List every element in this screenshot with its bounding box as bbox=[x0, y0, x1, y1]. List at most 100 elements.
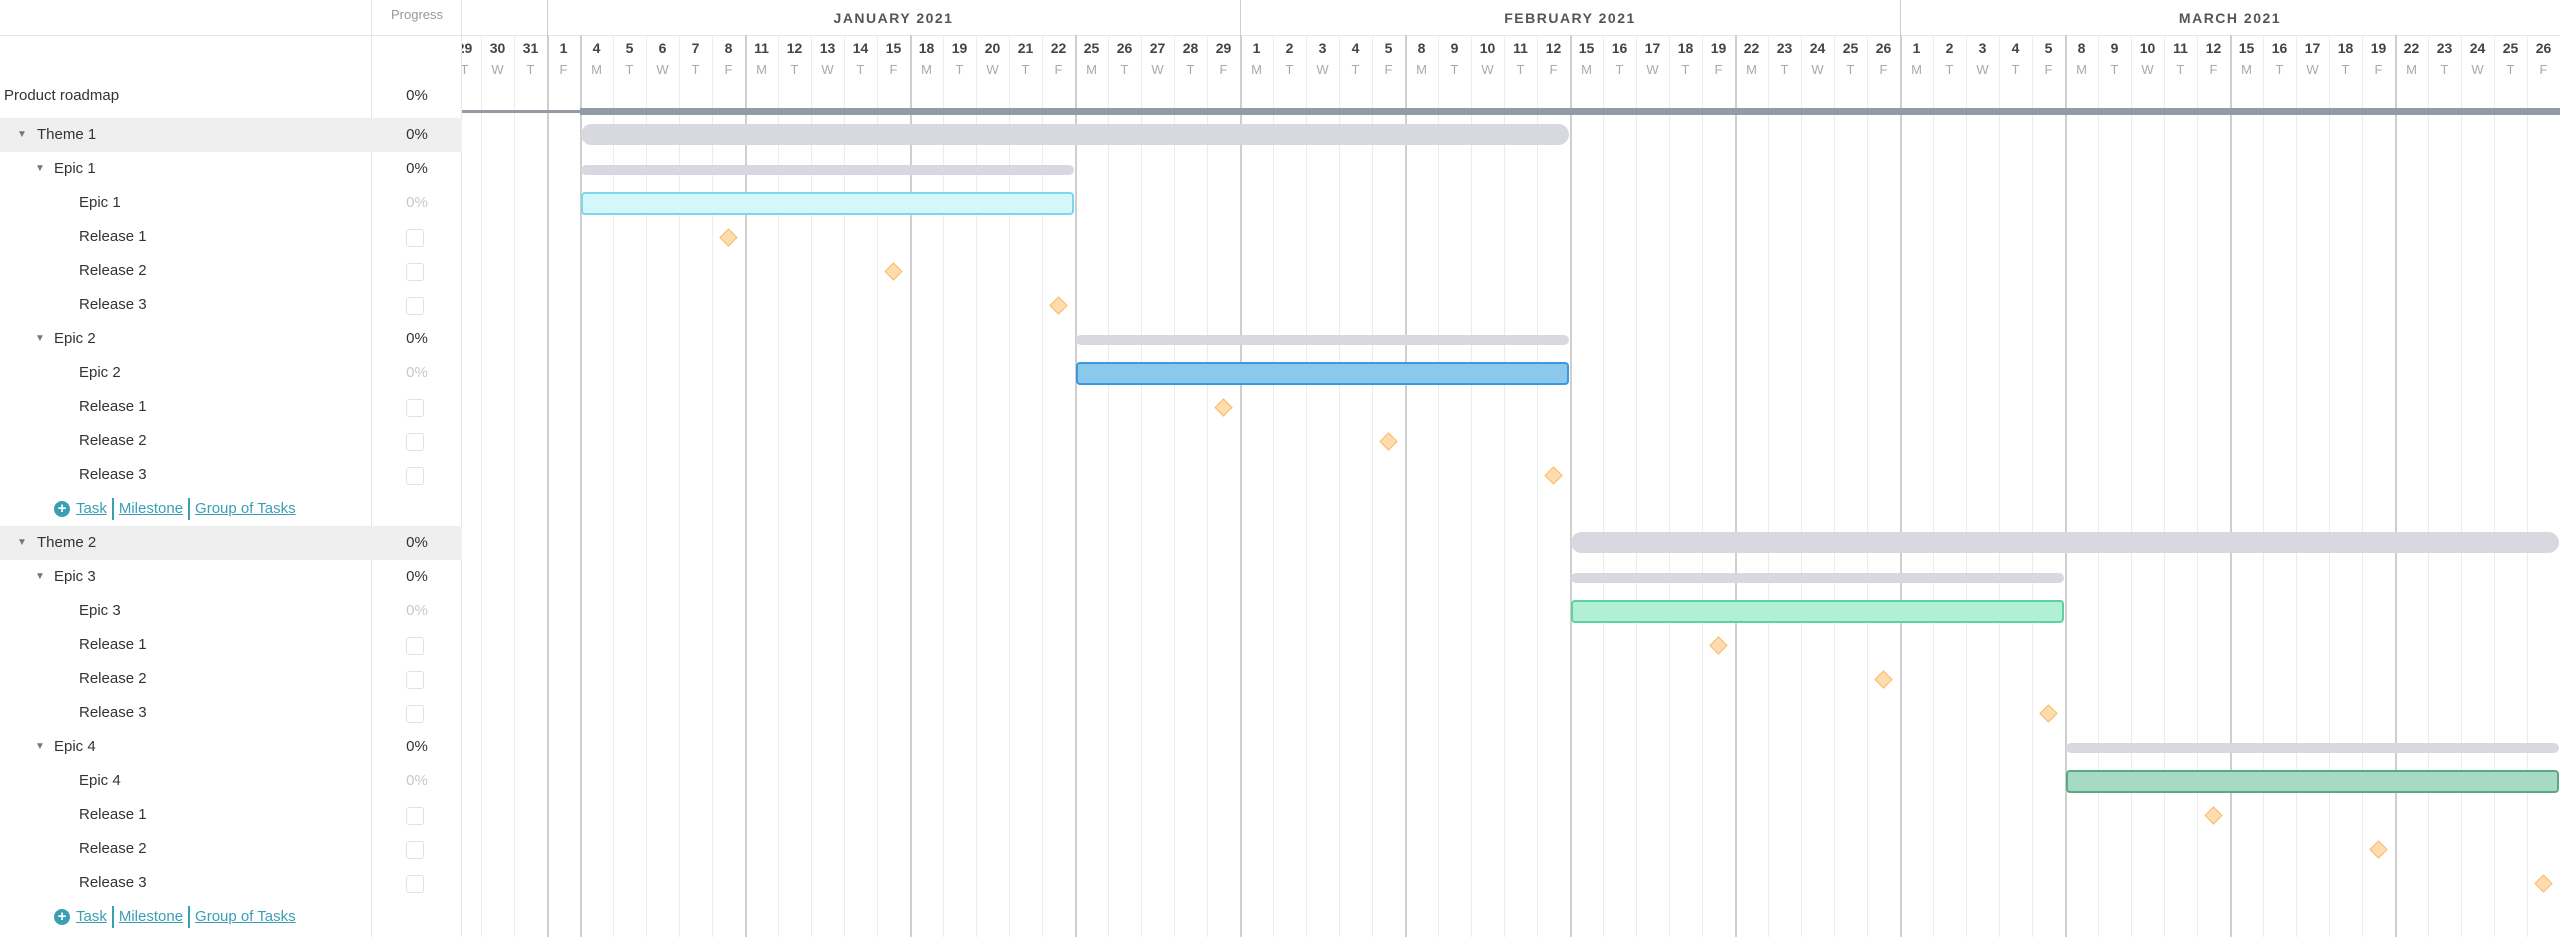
theme-progress: 0% bbox=[406, 126, 428, 143]
day-of-week: T bbox=[2440, 62, 2449, 77]
milestone-complete-checkbox[interactable] bbox=[406, 433, 424, 451]
day-gridline bbox=[778, 35, 779, 937]
milestone-complete-checkbox[interactable] bbox=[406, 467, 424, 485]
day-gridline bbox=[1603, 35, 1604, 937]
milestone-row[interactable]: Release 1 bbox=[0, 628, 462, 662]
day-of-week: W bbox=[2471, 62, 2484, 77]
add-row[interactable]: + Task Milestone Group of Tasks bbox=[0, 900, 462, 934]
milestone-complete-checkbox[interactable] bbox=[406, 671, 424, 689]
collapse-triangle-icon[interactable]: ▼ bbox=[17, 129, 27, 140]
day-gridline bbox=[481, 35, 482, 937]
theme-bar[interactable] bbox=[581, 124, 1569, 145]
milestone-complete-checkbox[interactable] bbox=[406, 229, 424, 247]
add-plus-icon[interactable]: + bbox=[54, 909, 70, 926]
milestone-diamond[interactable] bbox=[1379, 431, 1398, 451]
day-gridline bbox=[1768, 35, 1769, 937]
add-milestone-link[interactable]: Milestone bbox=[118, 500, 184, 517]
task-row[interactable]: Epic 4 0% bbox=[0, 764, 462, 798]
milestone-row[interactable]: Release 2 bbox=[0, 662, 462, 696]
milestone-row[interactable]: Release 3 bbox=[0, 288, 462, 322]
task-bar[interactable] bbox=[2066, 770, 2559, 793]
day-gridline bbox=[1537, 35, 1538, 937]
milestone-diamond[interactable] bbox=[2534, 873, 2553, 893]
day-gridline bbox=[943, 35, 944, 937]
milestone-diamond[interactable] bbox=[2039, 703, 2058, 723]
epic-row[interactable]: ▼ Epic 3 0% bbox=[0, 560, 462, 594]
milestone-complete-checkbox[interactable] bbox=[406, 875, 424, 893]
milestone-diamond[interactable] bbox=[719, 227, 738, 247]
milestone-row[interactable]: Release 1 bbox=[0, 220, 462, 254]
task-progress: 0% bbox=[406, 364, 428, 381]
milestone-diamond[interactable] bbox=[1709, 635, 1728, 655]
epic-row[interactable]: ▼ Epic 1 0% bbox=[0, 152, 462, 186]
milestone-row[interactable]: Release 2 bbox=[0, 832, 462, 866]
milestone-complete-checkbox[interactable] bbox=[406, 637, 424, 655]
milestone-diamond[interactable] bbox=[1049, 295, 1068, 315]
milestone-row[interactable]: Release 2 bbox=[0, 424, 462, 458]
milestone-diamond[interactable] bbox=[1874, 669, 1893, 689]
add-milestone-link[interactable]: Milestone bbox=[118, 908, 184, 925]
day-number: 5 bbox=[2044, 40, 2053, 56]
task-row[interactable]: Epic 2 0% bbox=[0, 356, 462, 390]
task-bar[interactable] bbox=[1076, 362, 1569, 385]
roadmap-row[interactable]: Product roadmap 0% bbox=[0, 79, 462, 113]
theme-row[interactable]: ▼ Theme 1 0% bbox=[0, 118, 462, 152]
milestone-diamond[interactable] bbox=[884, 261, 903, 281]
collapse-triangle-icon[interactable]: ▼ bbox=[35, 163, 45, 174]
task-bar[interactable] bbox=[1571, 600, 2064, 623]
milestone-row[interactable]: Release 3 bbox=[0, 866, 462, 900]
task-bar[interactable] bbox=[581, 192, 1074, 215]
collapse-triangle-icon[interactable]: ▼ bbox=[35, 571, 45, 582]
milestone-diamond[interactable] bbox=[2369, 839, 2388, 859]
day-gridline bbox=[1636, 35, 1637, 937]
milestone-row[interactable]: Release 3 bbox=[0, 696, 462, 730]
day-gridline bbox=[679, 35, 680, 937]
task-row[interactable]: Epic 1 0% bbox=[0, 186, 462, 220]
epic-name: Epic 4 bbox=[54, 738, 96, 755]
add-task-link[interactable]: Task bbox=[76, 908, 107, 925]
day-of-week: T bbox=[1516, 62, 1525, 77]
milestone-row[interactable]: Release 3 bbox=[0, 458, 462, 492]
milestone-complete-checkbox[interactable] bbox=[406, 297, 424, 315]
day-number: 11 bbox=[2173, 40, 2188, 56]
collapse-triangle-icon[interactable]: ▼ bbox=[35, 333, 45, 344]
epic-group-bar[interactable] bbox=[581, 165, 1074, 175]
theme-row[interactable]: ▼ Theme 2 0% bbox=[0, 526, 462, 560]
milestone-row[interactable]: Release 2 bbox=[0, 254, 462, 288]
milestone-complete-checkbox[interactable] bbox=[406, 841, 424, 859]
milestone-complete-checkbox[interactable] bbox=[406, 705, 424, 723]
day-number: 3 bbox=[1318, 40, 1327, 56]
epic-group-bar[interactable] bbox=[1571, 573, 2064, 583]
milestone-row[interactable]: Release 1 bbox=[0, 390, 462, 424]
epic-name: Epic 3 bbox=[54, 568, 96, 585]
milestone-diamond[interactable] bbox=[2204, 805, 2223, 825]
collapse-triangle-icon[interactable]: ▼ bbox=[35, 741, 45, 752]
epic-group-bar[interactable] bbox=[1076, 335, 1569, 345]
epic-row[interactable]: ▼ Epic 2 0% bbox=[0, 322, 462, 356]
milestone-diamond[interactable] bbox=[1544, 465, 1563, 485]
day-of-week: F bbox=[1714, 62, 1723, 77]
epic-group-bar[interactable] bbox=[2066, 743, 2559, 753]
theme-name: Theme 2 bbox=[37, 534, 97, 551]
milestone-row[interactable]: Release 1 bbox=[0, 798, 462, 832]
epic-row[interactable]: ▼ Epic 4 0% bbox=[0, 730, 462, 764]
add-plus-icon[interactable]: + bbox=[54, 501, 70, 518]
day-number: 4 bbox=[2011, 40, 2020, 56]
add-row[interactable]: + Task Milestone Group of Tasks bbox=[0, 492, 462, 526]
add-task-link[interactable]: Task bbox=[76, 500, 107, 517]
task-row[interactable]: Epic 3 0% bbox=[0, 594, 462, 628]
add-group-of-tasks-link[interactable]: Group of Tasks bbox=[195, 500, 296, 517]
day-gridline bbox=[877, 35, 878, 937]
day-gridline bbox=[1306, 35, 1307, 937]
epic-progress: 0% bbox=[406, 330, 428, 347]
add-group-of-tasks-link[interactable]: Group of Tasks bbox=[195, 908, 296, 925]
day-of-week: F bbox=[2374, 62, 2383, 77]
milestone-diamond[interactable] bbox=[1214, 397, 1233, 417]
milestone-complete-checkbox[interactable] bbox=[406, 263, 424, 281]
milestone-complete-checkbox[interactable] bbox=[406, 399, 424, 417]
collapse-triangle-icon[interactable]: ▼ bbox=[17, 537, 27, 548]
day-gridline bbox=[2362, 35, 2363, 937]
milestone-complete-checkbox[interactable] bbox=[406, 807, 424, 825]
theme-bar[interactable] bbox=[1571, 532, 2559, 553]
day-gridline bbox=[646, 35, 647, 937]
